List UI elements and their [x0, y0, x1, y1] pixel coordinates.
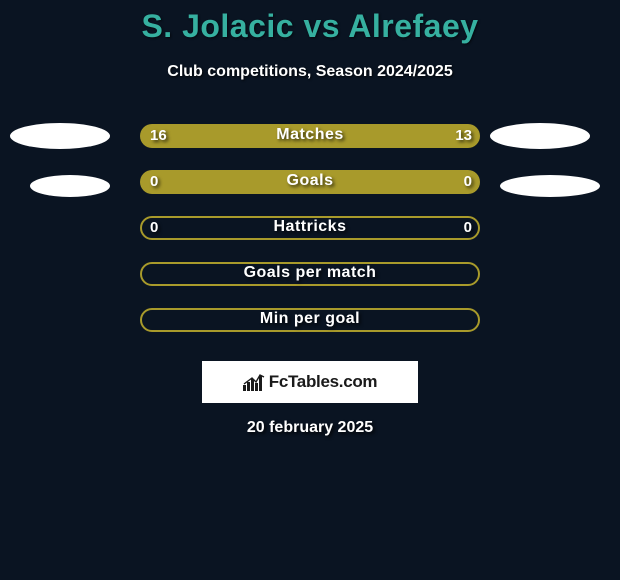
comparison-chart: 1613Matches00Goals00HattricksGoals per m… — [0, 123, 620, 353]
player-photo-placeholder — [490, 123, 590, 149]
stat-label: Hattricks — [0, 218, 620, 236]
snapshot-date: 20 february 2025 — [0, 419, 620, 437]
stat-label: Min per goal — [0, 310, 620, 328]
fctables-icon — [243, 373, 265, 391]
stat-row: Goals per match — [0, 261, 620, 307]
player-photo-placeholder — [30, 175, 110, 197]
player-photo-placeholder — [10, 123, 110, 149]
player-photo-placeholder — [500, 175, 600, 197]
comparison-title: S. Jolacic vs Alrefaey — [0, 0, 620, 45]
stat-row: Min per goal — [0, 307, 620, 353]
branding-badge: FcTables.com — [202, 361, 418, 403]
stat-label: Goals per match — [0, 264, 620, 282]
stat-row: 00Hattricks — [0, 215, 620, 261]
comparison-subtitle: Club competitions, Season 2024/2025 — [0, 63, 620, 81]
branding-text: FcTables.com — [269, 372, 378, 392]
